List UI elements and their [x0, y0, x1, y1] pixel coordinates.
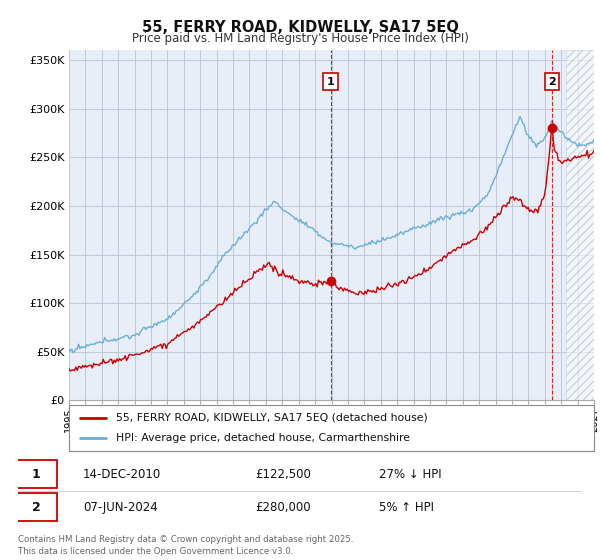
Text: 2: 2 — [32, 501, 40, 514]
Text: HPI: Average price, detached house, Carmarthenshire: HPI: Average price, detached house, Carm… — [116, 433, 410, 443]
Text: 1: 1 — [327, 77, 335, 86]
Text: 2: 2 — [548, 77, 556, 86]
FancyBboxPatch shape — [15, 460, 58, 488]
FancyBboxPatch shape — [15, 493, 58, 521]
Text: 14-DEC-2010: 14-DEC-2010 — [83, 468, 161, 480]
Text: 27% ↓ HPI: 27% ↓ HPI — [379, 468, 442, 480]
Text: 07-JUN-2024: 07-JUN-2024 — [83, 501, 158, 514]
Text: 5% ↑ HPI: 5% ↑ HPI — [379, 501, 434, 514]
FancyBboxPatch shape — [69, 405, 594, 451]
Text: £122,500: £122,500 — [255, 468, 311, 480]
Text: 55, FERRY ROAD, KIDWELLY, SA17 5EQ (detached house): 55, FERRY ROAD, KIDWELLY, SA17 5EQ (deta… — [116, 413, 428, 423]
Text: Contains HM Land Registry data © Crown copyright and database right 2025.
This d: Contains HM Land Registry data © Crown c… — [18, 535, 353, 556]
Text: 55, FERRY ROAD, KIDWELLY, SA17 5EQ: 55, FERRY ROAD, KIDWELLY, SA17 5EQ — [142, 20, 458, 35]
Text: Price paid vs. HM Land Registry's House Price Index (HPI): Price paid vs. HM Land Registry's House … — [131, 32, 469, 45]
Text: £280,000: £280,000 — [255, 501, 311, 514]
Text: 1: 1 — [32, 468, 40, 480]
